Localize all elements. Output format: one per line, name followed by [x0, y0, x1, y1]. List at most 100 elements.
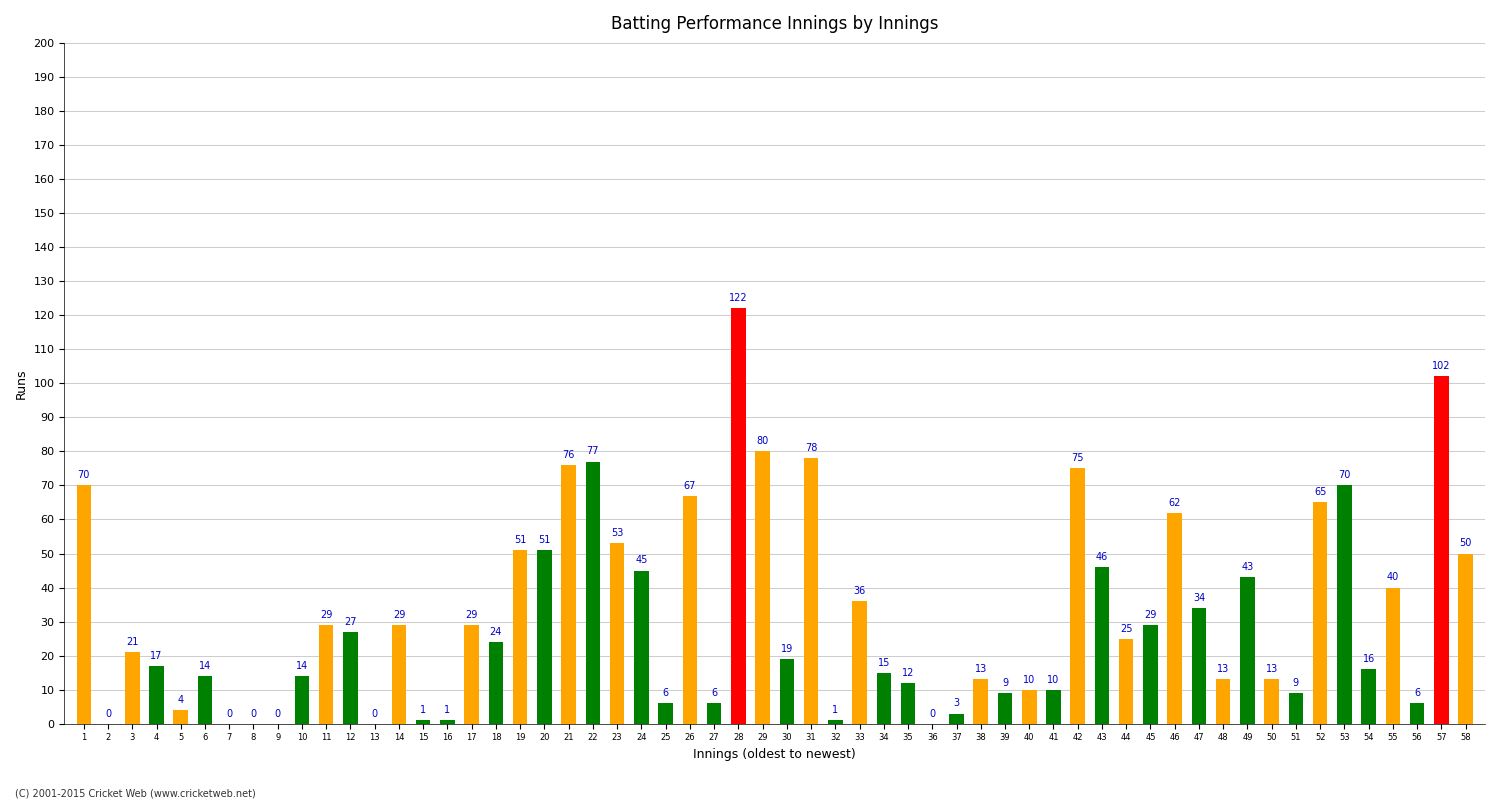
- Text: 17: 17: [150, 650, 162, 661]
- Bar: [1336, 486, 1352, 724]
- Text: 10: 10: [1023, 674, 1035, 685]
- Bar: [1046, 690, 1060, 724]
- Text: 24: 24: [489, 627, 502, 637]
- Text: 77: 77: [586, 446, 598, 457]
- Bar: [416, 720, 430, 724]
- Text: 0: 0: [372, 709, 378, 718]
- Bar: [76, 486, 92, 724]
- Text: 0: 0: [251, 709, 257, 718]
- Text: 13: 13: [1266, 664, 1278, 674]
- Text: 29: 29: [320, 610, 333, 620]
- Text: 1: 1: [833, 706, 839, 715]
- Bar: [124, 652, 140, 724]
- Bar: [1022, 690, 1036, 724]
- Text: 43: 43: [1242, 562, 1254, 572]
- Bar: [1143, 625, 1158, 724]
- Bar: [465, 625, 478, 724]
- Bar: [1264, 679, 1280, 724]
- Bar: [1362, 670, 1376, 724]
- Text: 9: 9: [1293, 678, 1299, 688]
- Bar: [1410, 703, 1425, 724]
- Text: 80: 80: [756, 436, 768, 446]
- Bar: [950, 714, 964, 724]
- Bar: [1167, 513, 1182, 724]
- Text: 6: 6: [1414, 688, 1420, 698]
- Text: 0: 0: [928, 709, 936, 718]
- Text: 3: 3: [954, 698, 960, 709]
- Text: 40: 40: [1388, 573, 1400, 582]
- Text: 51: 51: [538, 535, 550, 545]
- Text: 65: 65: [1314, 487, 1326, 498]
- Text: 50: 50: [1460, 538, 1472, 549]
- Text: 53: 53: [610, 528, 624, 538]
- Bar: [1386, 587, 1400, 724]
- Text: 4: 4: [177, 695, 184, 705]
- Text: 36: 36: [853, 586, 865, 596]
- Bar: [1240, 578, 1254, 724]
- Text: 75: 75: [1071, 454, 1084, 463]
- Bar: [876, 673, 891, 724]
- Text: 6: 6: [663, 688, 669, 698]
- Bar: [1191, 608, 1206, 724]
- Bar: [852, 601, 867, 724]
- Bar: [1288, 693, 1304, 724]
- Text: 34: 34: [1192, 593, 1204, 603]
- Bar: [537, 550, 552, 724]
- Bar: [198, 676, 213, 724]
- Text: 25: 25: [1120, 623, 1132, 634]
- Bar: [513, 550, 528, 724]
- Text: 0: 0: [274, 709, 280, 718]
- Bar: [585, 462, 600, 724]
- Text: 1: 1: [420, 706, 426, 715]
- Bar: [1095, 567, 1108, 724]
- Bar: [320, 625, 333, 724]
- Bar: [174, 710, 188, 724]
- Text: 9: 9: [1002, 678, 1008, 688]
- Bar: [828, 720, 843, 724]
- Text: 78: 78: [806, 443, 818, 453]
- Text: 46: 46: [1096, 552, 1108, 562]
- Bar: [440, 720, 454, 724]
- Text: (C) 2001-2015 Cricket Web (www.cricketweb.net): (C) 2001-2015 Cricket Web (www.cricketwe…: [15, 788, 255, 798]
- Text: 14: 14: [296, 661, 307, 671]
- Text: 62: 62: [1168, 498, 1180, 507]
- Bar: [150, 666, 164, 724]
- Bar: [756, 451, 770, 724]
- Bar: [706, 703, 722, 724]
- Text: 29: 29: [1144, 610, 1156, 620]
- Bar: [634, 570, 648, 724]
- Text: 13: 13: [975, 664, 987, 674]
- Text: 0: 0: [105, 709, 111, 718]
- X-axis label: Innings (oldest to newest): Innings (oldest to newest): [693, 748, 856, 761]
- Bar: [392, 625, 406, 724]
- Y-axis label: Runs: Runs: [15, 368, 28, 398]
- Text: 16: 16: [1362, 654, 1376, 664]
- Text: 122: 122: [729, 294, 747, 303]
- Bar: [1312, 502, 1328, 724]
- Bar: [1216, 679, 1230, 724]
- Text: 102: 102: [1432, 362, 1450, 371]
- Text: 45: 45: [634, 555, 648, 566]
- Bar: [344, 632, 357, 724]
- Text: 1: 1: [444, 706, 450, 715]
- Text: 29: 29: [393, 610, 405, 620]
- Bar: [1071, 469, 1084, 724]
- Text: 76: 76: [562, 450, 574, 460]
- Text: 67: 67: [684, 481, 696, 490]
- Bar: [1458, 554, 1473, 724]
- Text: 27: 27: [344, 617, 357, 626]
- Bar: [682, 496, 698, 724]
- Title: Batting Performance Innings by Innings: Batting Performance Innings by Innings: [610, 15, 939, 33]
- Text: 6: 6: [711, 688, 717, 698]
- Text: 13: 13: [1216, 664, 1230, 674]
- Text: 70: 70: [78, 470, 90, 480]
- Bar: [1119, 638, 1134, 724]
- Text: 0: 0: [226, 709, 232, 718]
- Bar: [730, 309, 746, 724]
- Bar: [561, 465, 576, 724]
- Bar: [974, 679, 988, 724]
- Bar: [998, 693, 1012, 724]
- Text: 21: 21: [126, 637, 138, 647]
- Text: 12: 12: [902, 668, 914, 678]
- Bar: [294, 676, 309, 724]
